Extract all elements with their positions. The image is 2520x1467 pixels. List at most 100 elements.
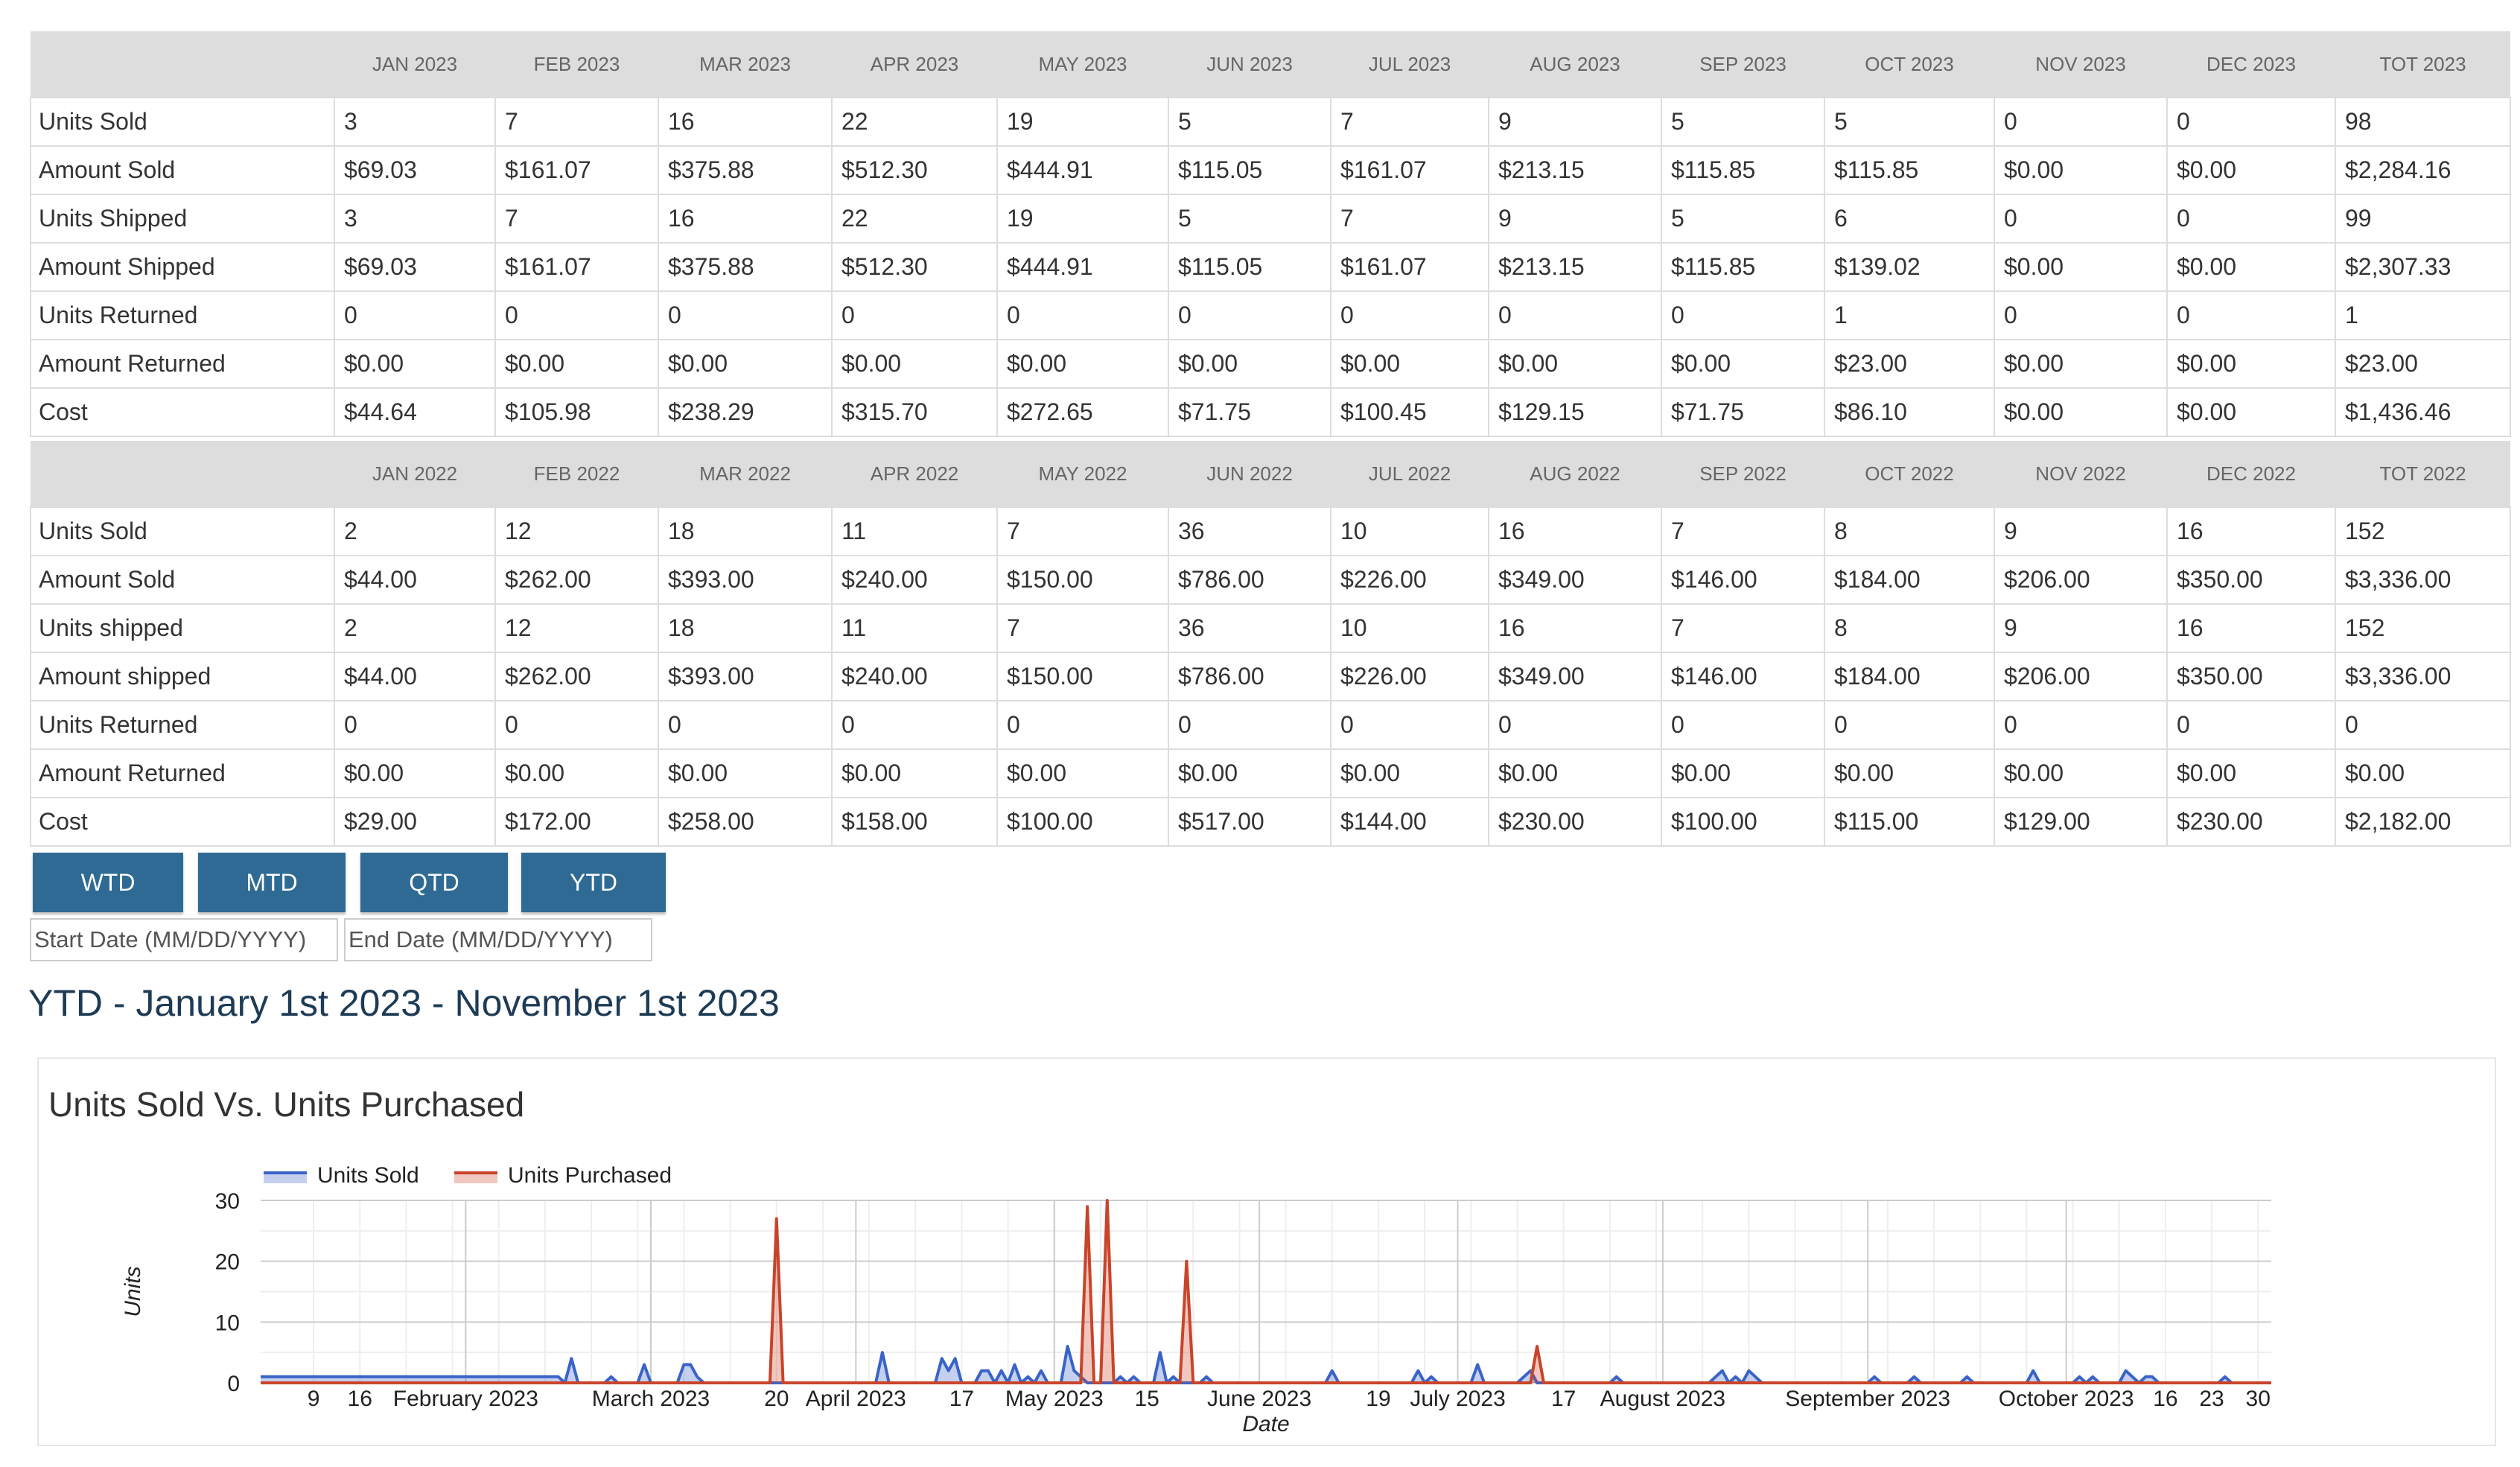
table-cell: $350.00	[2166, 652, 2336, 701]
row-label: Amount Shipped	[30, 242, 335, 292]
table-cell: 9	[1994, 603, 2168, 653]
chart-title: Units Sold Vs. Units Purchased	[48, 1085, 525, 1124]
table-cell: $69.03	[334, 145, 496, 195]
end-date-input[interactable]	[344, 918, 652, 961]
table-cell: 19	[996, 194, 1169, 244]
table-cell: $349.00	[1488, 555, 1662, 605]
month-header: MAR 2022	[699, 462, 791, 485]
table-cell: $0.00	[658, 748, 833, 798]
table-row: Amount Sold $69.03 $161.07 $375.88 $512.30 $4…	[30, 145, 2511, 195]
x-tick-label: May 2023	[1005, 1387, 1104, 1411]
table-cell: $512.30	[831, 145, 998, 195]
start-date-input[interactable]	[30, 918, 338, 961]
table-cell: $161.07	[494, 242, 659, 292]
table-cell: 0	[1994, 700, 2168, 750]
table-cell: 1	[2335, 290, 2511, 340]
x-tick-label: April 2023	[806, 1387, 906, 1411]
table-cell: $0.00	[658, 339, 833, 389]
table-cell: $3,336.00	[2335, 652, 2511, 701]
mtd-button[interactable]: MTD	[198, 853, 346, 912]
table-cell: $0.00	[2166, 748, 2336, 798]
table-cell: 10	[1330, 603, 1489, 653]
table-cell: 0	[1994, 97, 2168, 147]
table-row: Amount shipped $44.00 $262.00 $393.00 $240.0…	[30, 652, 2511, 701]
table-cell: 16	[1488, 506, 1662, 556]
month-header: JUN 2022	[1206, 462, 1293, 485]
table-cell: $0.00	[1994, 145, 2168, 195]
table-cell: $0.00	[2166, 145, 2336, 195]
month-header: FEB 2023	[533, 53, 620, 75]
table-row: Amount Returned $0.00 $0.00 $0.00 $0.00 $0.00…	[30, 748, 2511, 798]
table-cell: $144.00	[1330, 797, 1489, 847]
row-label: Amount shipped	[30, 652, 335, 701]
table-cell: $129.00	[1994, 797, 2168, 847]
table-cell: $146.00	[1661, 652, 1825, 701]
table-cell: 10	[1330, 506, 1489, 556]
table-cell: $115.85	[1661, 145, 1825, 195]
table-row: Units Shipped 3 7 16 22 19 5 7 9 5 6 0 0 99	[30, 194, 2511, 244]
ytd-button[interactable]: YTD	[521, 853, 666, 912]
table-cell: $2,307.33	[2335, 242, 2511, 292]
month-header: OCT 2023	[1865, 53, 1954, 75]
row-label: Amount Returned	[30, 339, 335, 389]
table-cell: 0	[658, 700, 833, 750]
table-cell: 9	[1488, 97, 1662, 147]
table-cell: $69.03	[334, 242, 496, 292]
row-label: Cost	[30, 387, 335, 437]
table-cell: 0	[1824, 700, 1995, 750]
table-cell: $115.85	[1661, 242, 1825, 292]
row-label: Cost	[30, 797, 335, 847]
table-cell: 0	[334, 700, 496, 750]
table-cell: $0.00	[1168, 339, 1331, 389]
table-cell: 9	[1488, 194, 1662, 244]
table-cell: $512.30	[831, 242, 998, 292]
table-cell: $44.64	[334, 387, 496, 437]
table-cell: 36	[1168, 506, 1331, 556]
table-cell: $0.00	[334, 339, 496, 389]
month-header: SEP 2023	[1699, 53, 1786, 75]
wtd-button[interactable]: WTD	[33, 853, 183, 912]
month-header: TOT 2023	[2379, 53, 2466, 75]
table-cell: 99	[2335, 194, 2511, 244]
row-label: Units Sold	[30, 97, 335, 147]
y-tick-label: 10	[215, 1311, 240, 1335]
table-cell: $0.00	[2166, 242, 2336, 292]
legend-label: Units Purchased	[508, 1163, 672, 1188]
x-tick-label: 16	[348, 1387, 372, 1411]
table-cell: $230.00	[1488, 797, 1662, 847]
table-cell: 7	[494, 97, 659, 147]
month-header: JUL 2022	[1368, 462, 1451, 485]
table-cell: 0	[1488, 700, 1662, 750]
table-cell: $240.00	[831, 555, 998, 605]
table-cell: $226.00	[1330, 652, 1489, 701]
table-cell: 12	[494, 506, 659, 556]
table-cell: 2	[334, 603, 496, 653]
month-header: NOV 2022	[2035, 462, 2126, 485]
table-cell: $161.07	[1330, 242, 1489, 292]
table-cell: 98	[2335, 97, 2511, 147]
table-cell: 0	[831, 700, 998, 750]
qtd-button[interactable]: QTD	[360, 853, 508, 912]
table-cell: 0	[996, 700, 1169, 750]
units-purchased-legend-swatch	[454, 1173, 497, 1183]
x-tick-label: 9	[308, 1387, 320, 1411]
table-cell: 0	[2166, 97, 2336, 147]
table-cell: $150.00	[996, 652, 1169, 701]
table-cell: 0	[1330, 700, 1489, 750]
table-cell: $206.00	[1994, 555, 2168, 605]
table-cell: $240.00	[831, 652, 998, 701]
month-header: APR 2022	[870, 462, 959, 485]
table-cell: 0	[334, 290, 496, 340]
table-row: Units Returned 0 0 0 0 0 0 0 0 0 0 0 0 0	[30, 700, 2511, 750]
table-cell: $150.00	[996, 555, 1169, 605]
table-cell: $115.00	[1824, 797, 1995, 847]
table-cell: 12	[494, 603, 659, 653]
table-cell: $158.00	[831, 797, 998, 847]
table-cell: 3	[334, 97, 496, 147]
table-header-row: JAN 2023 FEB 2023 MAR 2023 APR 2023 MAY 2023…	[31, 31, 2510, 98]
x-tick-label: February 2023	[393, 1387, 538, 1411]
table-cell: 0	[1168, 700, 1331, 750]
table-cell: 8	[1824, 603, 1995, 653]
table-cell: $184.00	[1824, 555, 1995, 605]
table-header-row: JAN 2022 FEB 2022 MAR 2022 APR 2022 MAY 2022…	[31, 441, 2510, 507]
